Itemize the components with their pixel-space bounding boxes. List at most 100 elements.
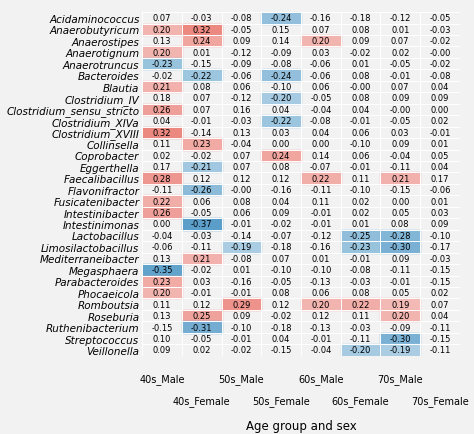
Bar (142, 82, 182, 93)
Text: -0.04: -0.04 (151, 231, 173, 240)
Text: 0.21: 0.21 (192, 254, 211, 263)
Text: 0.00: 0.00 (153, 220, 171, 229)
Bar (380, 299, 420, 310)
Bar (182, 184, 221, 196)
Text: -0.12: -0.12 (310, 231, 331, 240)
Text: 0.24: 0.24 (272, 151, 291, 161)
Text: 0.19: 0.19 (391, 300, 410, 309)
Text: -0.05: -0.05 (429, 14, 451, 23)
Text: -0.00: -0.00 (231, 186, 252, 195)
Text: 0.25: 0.25 (192, 311, 211, 320)
Text: -0.02: -0.02 (191, 266, 212, 275)
Text: -0.28: -0.28 (390, 231, 411, 240)
Text: -0.11: -0.11 (350, 334, 371, 343)
Text: -0.06: -0.06 (429, 186, 451, 195)
Text: 0.26: 0.26 (153, 208, 171, 217)
Text: -0.03: -0.03 (350, 277, 371, 286)
Text: -0.01: -0.01 (310, 208, 331, 217)
Text: -0.01: -0.01 (310, 334, 331, 343)
Text: 0.07: 0.07 (391, 37, 410, 46)
Text: -0.04: -0.04 (310, 345, 331, 355)
Bar (380, 173, 420, 184)
Text: -0.10: -0.10 (271, 266, 292, 275)
Text: 0.03: 0.03 (192, 277, 211, 286)
Text: 0.13: 0.13 (153, 311, 171, 320)
Text: -0.09: -0.09 (231, 60, 252, 69)
Text: 0.22: 0.22 (351, 300, 370, 309)
Text: 0.05: 0.05 (391, 208, 410, 217)
Text: -0.12: -0.12 (390, 14, 411, 23)
Text: -0.16: -0.16 (270, 186, 292, 195)
Y-axis label: Taxa (genus level): Taxa (genus level) (0, 131, 1, 238)
Text: -0.16: -0.16 (310, 14, 332, 23)
Text: 60s_Female: 60s_Female (332, 395, 389, 406)
Text: -0.01: -0.01 (350, 254, 371, 263)
Text: 0.16: 0.16 (232, 105, 251, 115)
Text: 0.06: 0.06 (232, 83, 251, 92)
Text: -0.23: -0.23 (350, 243, 371, 252)
Text: -0.10: -0.10 (310, 266, 331, 275)
Text: 0.22: 0.22 (311, 174, 330, 183)
Bar (261, 70, 301, 82)
Bar (261, 93, 301, 105)
Bar (182, 36, 221, 47)
Text: -0.08: -0.08 (231, 254, 252, 263)
Text: 0.04: 0.04 (311, 128, 330, 138)
Text: -0.02: -0.02 (429, 37, 451, 46)
Text: -0.06: -0.06 (310, 60, 332, 69)
Bar (380, 310, 420, 322)
Bar (301, 299, 341, 310)
Text: -0.02: -0.02 (271, 311, 292, 320)
Text: 0.07: 0.07 (391, 83, 410, 92)
Text: -0.12: -0.12 (231, 49, 252, 58)
Text: 50s_Female: 50s_Female (252, 395, 310, 406)
Text: 0.09: 0.09 (153, 345, 171, 355)
Text: 0.02: 0.02 (391, 49, 410, 58)
Text: 0.08: 0.08 (391, 220, 410, 229)
Text: -0.03: -0.03 (429, 26, 451, 35)
Bar (221, 299, 261, 310)
Bar (142, 196, 182, 207)
Text: 0.00: 0.00 (272, 140, 291, 149)
Text: -0.11: -0.11 (151, 186, 173, 195)
Text: 0.01: 0.01 (431, 140, 449, 149)
Text: 0.06: 0.06 (311, 289, 330, 298)
Text: -0.37: -0.37 (191, 220, 212, 229)
Text: -0.15: -0.15 (429, 277, 451, 286)
Text: -0.04: -0.04 (231, 140, 252, 149)
Text: 60s_Male: 60s_Male (298, 373, 344, 384)
Text: -0.05: -0.05 (390, 60, 411, 69)
Bar (182, 219, 221, 230)
Text: -0.24: -0.24 (271, 14, 292, 23)
Text: -0.10: -0.10 (231, 323, 252, 332)
Bar (142, 173, 182, 184)
Text: -0.05: -0.05 (231, 26, 252, 35)
Text: -0.18: -0.18 (270, 243, 292, 252)
Text: 0.04: 0.04 (153, 117, 171, 126)
Text: 0.12: 0.12 (192, 174, 211, 183)
Text: -0.01: -0.01 (429, 128, 451, 138)
Text: 0.14: 0.14 (311, 151, 330, 161)
Text: -0.11: -0.11 (429, 345, 451, 355)
Text: 0.11: 0.11 (153, 300, 171, 309)
Text: 0.22: 0.22 (153, 197, 171, 206)
Text: -0.10: -0.10 (271, 83, 292, 92)
Text: -0.30: -0.30 (390, 334, 411, 343)
Text: -0.01: -0.01 (231, 334, 252, 343)
Text: 0.20: 0.20 (311, 300, 330, 309)
Text: -0.18: -0.18 (350, 14, 371, 23)
Text: 0.04: 0.04 (431, 83, 449, 92)
Text: 0.12: 0.12 (311, 311, 330, 320)
Text: 0.04: 0.04 (272, 105, 291, 115)
Text: 0.10: 0.10 (153, 334, 171, 343)
Text: -0.03: -0.03 (429, 254, 451, 263)
Text: 0.17: 0.17 (153, 163, 171, 172)
Text: -0.14: -0.14 (191, 128, 212, 138)
Text: 0.06: 0.06 (192, 197, 211, 206)
Text: -0.06: -0.06 (310, 71, 332, 80)
Text: -0.01: -0.01 (231, 220, 252, 229)
Text: 0.07: 0.07 (431, 300, 449, 309)
Text: -0.05: -0.05 (191, 208, 212, 217)
Text: 0.15: 0.15 (272, 26, 291, 35)
Bar (380, 333, 420, 345)
